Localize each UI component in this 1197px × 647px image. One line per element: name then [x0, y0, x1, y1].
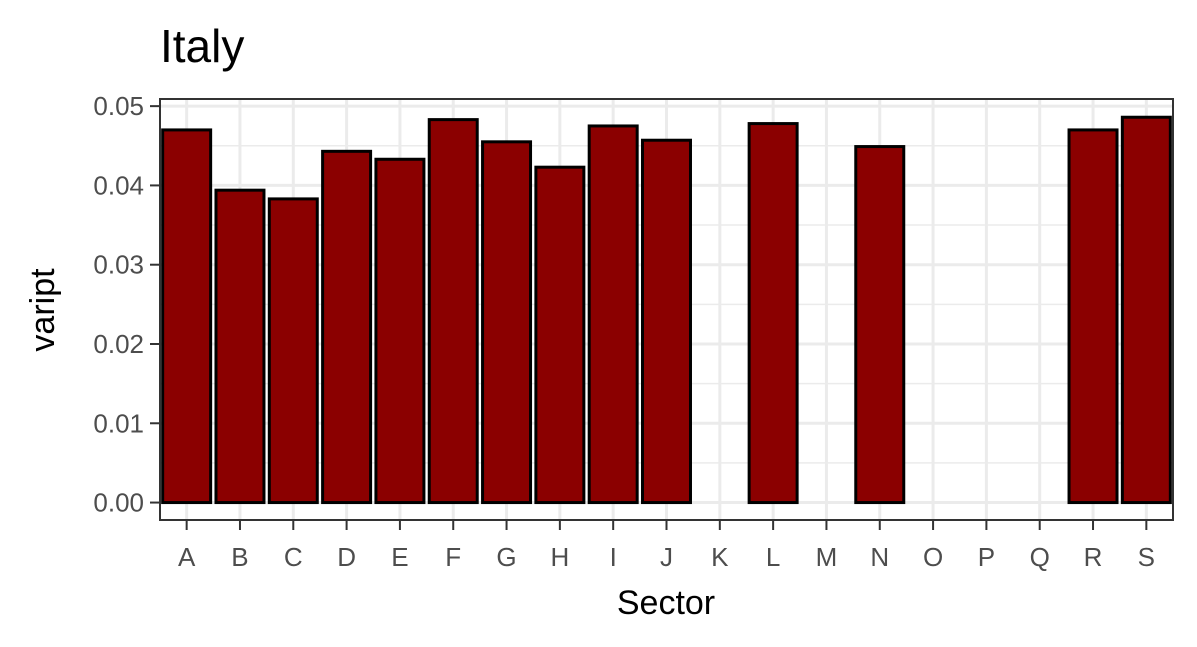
bars — [161, 115, 1172, 505]
bar-F — [427, 118, 479, 505]
x-tick-label: G — [496, 542, 516, 572]
y-tick-label: 0.00 — [93, 488, 144, 518]
x-tick-label: N — [870, 542, 889, 572]
y-tick-label: 0.01 — [93, 408, 144, 438]
bar-I — [587, 124, 639, 505]
x-tick-label: E — [391, 542, 408, 572]
bar-E — [374, 157, 426, 505]
bar-N — [854, 145, 906, 505]
x-tick-label: J — [660, 542, 673, 572]
bar-D — [321, 149, 373, 505]
y-tick-label: 0.05 — [93, 91, 144, 121]
x-tick-label: M — [816, 542, 838, 572]
bar-S — [1120, 115, 1172, 505]
bar-H — [534, 165, 586, 505]
x-tick-label: A — [178, 542, 196, 572]
bar-C — [267, 197, 319, 505]
x-tick-label: P — [978, 542, 995, 572]
x-tick-label: H — [550, 542, 569, 572]
axes: 0.00 0.01 0.02 0.03 0.04 0.05 A B C D E F G H I J K L M N O P… — [93, 91, 1155, 572]
bar-A — [161, 128, 213, 505]
bar-B — [214, 188, 266, 505]
x-tick-label: R — [1084, 542, 1103, 572]
x-tick-label: F — [445, 542, 461, 572]
x-tick-label: I — [610, 542, 617, 572]
x-tick-label: L — [766, 542, 780, 572]
bar-R — [1067, 128, 1119, 505]
x-tick-label: Q — [1030, 542, 1050, 572]
bar-J — [641, 138, 692, 505]
bar-G — [481, 140, 533, 505]
bar-L — [747, 122, 799, 505]
x-axis-title: Sector — [617, 584, 715, 622]
x-tick-label: K — [711, 542, 729, 572]
x-tick-label: C — [284, 542, 303, 572]
y-axis-title: vaript — [24, 268, 62, 352]
x-tick-label: S — [1138, 542, 1155, 572]
x-tick-label: B — [231, 542, 248, 572]
y-tick-label: 0.02 — [93, 329, 144, 359]
y-tick-label: 0.03 — [93, 250, 144, 280]
chart-title: Italy — [160, 20, 244, 72]
x-tick-label: D — [337, 542, 356, 572]
y-tick-label: 0.04 — [93, 170, 144, 200]
x-tick-label: O — [923, 542, 943, 572]
